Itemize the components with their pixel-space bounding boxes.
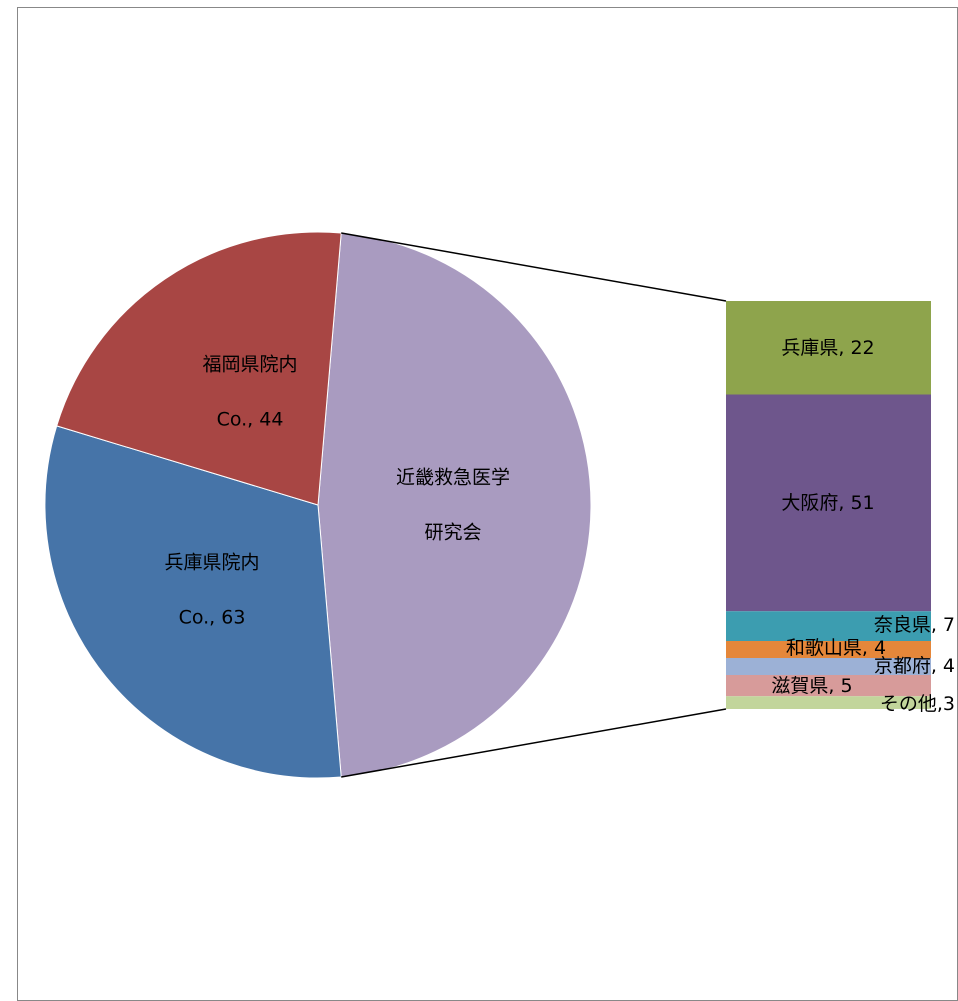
pie-label: 福岡県院内 Co., 44 [202, 353, 297, 430]
bar-segment [726, 658, 931, 675]
bar-segment [726, 675, 931, 697]
pie-slice [56, 231, 342, 506]
bar-label: 奈良県, 7 [874, 614, 955, 636]
pie-slice [317, 232, 592, 778]
pie-label: 近畿救急医学研究会 [396, 466, 510, 543]
bar-label: 和歌山県, 4 [786, 637, 886, 659]
bar-label: その他,3 [880, 693, 955, 715]
bar-segment [726, 394, 931, 612]
connector [341, 708, 727, 778]
pie-slice [44, 425, 342, 779]
bar-segment [726, 611, 931, 641]
connector [341, 232, 727, 302]
pie-label: 兵庫県院内 Co., 63 [164, 551, 259, 628]
bar-segment [726, 696, 931, 709]
bar-label: 京都府, 4 [874, 655, 955, 677]
bar-label: 滋賀県, 5 [771, 675, 852, 697]
bar-segment [726, 301, 931, 395]
bar-segment [726, 641, 931, 658]
bar-label: 大阪府, 51 [781, 491, 874, 513]
bar-label: 兵庫県, 22 [781, 336, 874, 358]
